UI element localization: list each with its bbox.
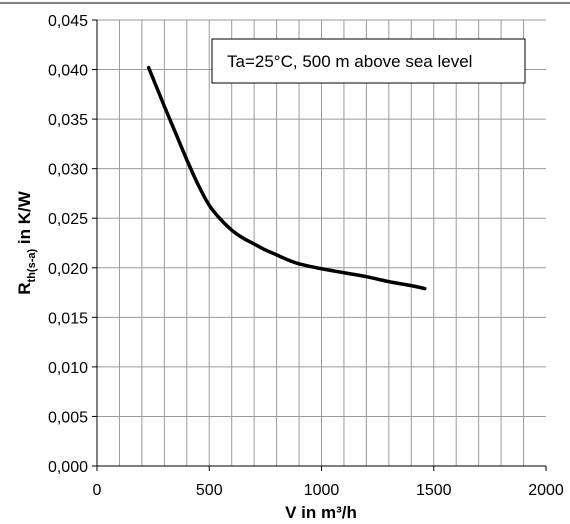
x-tick-label: 2000 bbox=[528, 482, 564, 499]
y-axis-title-rest: in K/W bbox=[15, 190, 34, 249]
y-axis-title-sub: th(s-a) bbox=[26, 249, 38, 283]
y-tick-label: 0,040 bbox=[48, 63, 88, 80]
y-tick-label: 0,025 bbox=[48, 211, 88, 228]
y-axis-title-main: R bbox=[15, 282, 34, 294]
y-tick-label: 0,015 bbox=[48, 310, 88, 327]
annotation-box: Ta=25°C, 500 m above sea level bbox=[211, 38, 526, 84]
x-tick-label: 1500 bbox=[416, 482, 452, 499]
x-tick-label: 500 bbox=[196, 482, 223, 499]
y-tick-label: 0,005 bbox=[48, 409, 88, 426]
y-tick-label: 0,010 bbox=[48, 360, 88, 377]
x-axis-title: V in m³/h bbox=[285, 503, 357, 522]
grid bbox=[97, 19, 546, 466]
series-line bbox=[146, 65, 427, 291]
axes bbox=[92, 19, 547, 471]
y-tick-label: 0,045 bbox=[48, 13, 88, 30]
x-tick-label: 0 bbox=[93, 482, 102, 499]
y-tick-label: 0,000 bbox=[48, 459, 88, 476]
y-tick-label: 0,030 bbox=[48, 162, 88, 179]
annotation-text: Ta=25°C, 500 m above sea level bbox=[227, 52, 472, 71]
y-tick-labels: 0,000 0,005 0,010 0,015 0,020 0,025 0,030 0,035… bbox=[48, 13, 88, 476]
x-tick-labels: 0 500 1000 1500 2000 bbox=[93, 482, 564, 499]
y-tick-label: 0,035 bbox=[48, 112, 88, 129]
x-tick-label: 1000 bbox=[304, 482, 340, 499]
y-tick-label: 0,020 bbox=[48, 261, 88, 278]
y-axis-title: Rth(s-a) in K/W bbox=[15, 190, 38, 294]
